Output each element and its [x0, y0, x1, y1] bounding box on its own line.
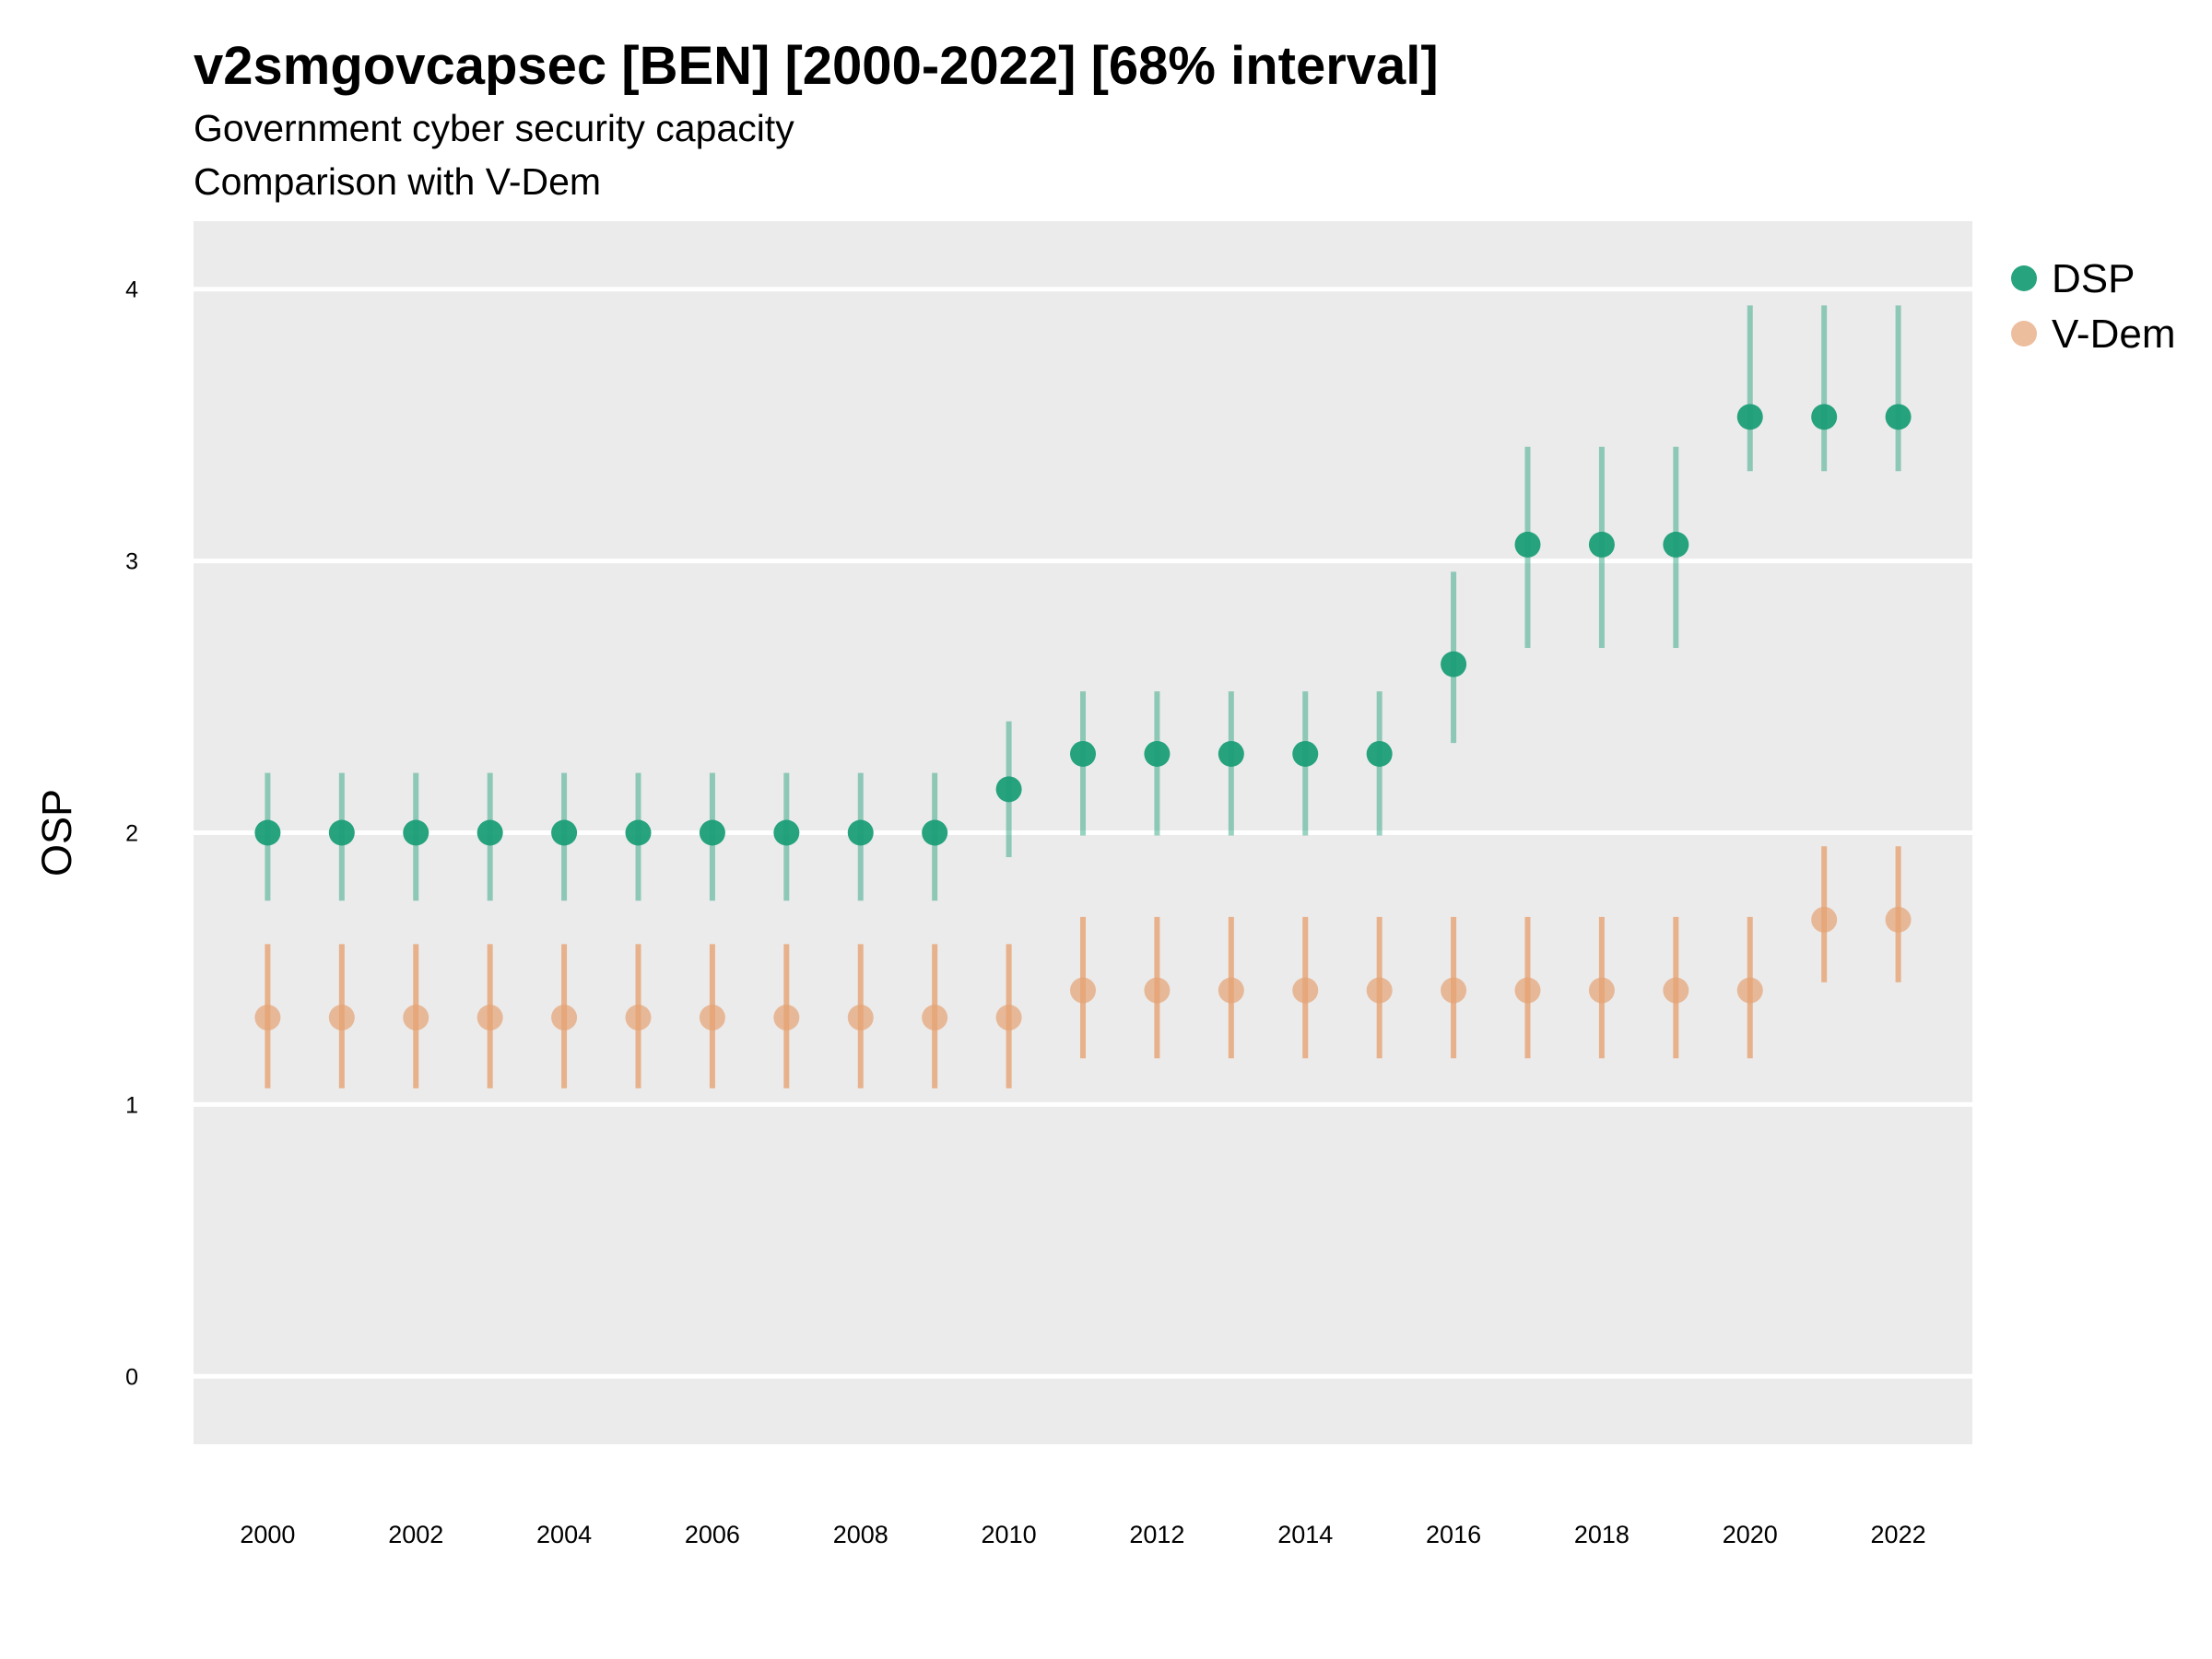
x-tick-label: 2020 — [1723, 1521, 1778, 1548]
y-tick-label: 0 — [125, 1364, 138, 1390]
data-point — [328, 1005, 355, 1031]
data-point — [1663, 977, 1689, 1004]
x-tick-label: 2022 — [1871, 1521, 1926, 1548]
data-point — [1366, 740, 1393, 767]
data-point — [1441, 977, 1467, 1004]
data-point — [773, 1005, 800, 1031]
x-tick-label: 2008 — [833, 1521, 888, 1548]
chart-caption: Comparison with V-Dem — [194, 160, 602, 203]
y-tick-label: 2 — [125, 821, 138, 847]
data-point — [1441, 651, 1467, 677]
data-point — [551, 1005, 578, 1031]
data-point — [254, 1005, 281, 1031]
data-point — [328, 819, 355, 846]
legend-key — [2011, 321, 2037, 347]
x-tick-label: 2002 — [388, 1521, 443, 1548]
data-point — [1292, 740, 1319, 767]
data-point — [699, 1005, 725, 1031]
data-point — [1514, 531, 1541, 558]
data-point — [699, 819, 725, 846]
data-point — [1588, 977, 1615, 1004]
data-point — [625, 819, 652, 846]
data-point — [1811, 404, 1838, 430]
legend-label: DSP — [2052, 256, 2135, 301]
y-tick-label: 4 — [125, 277, 138, 303]
data-point — [1366, 977, 1393, 1004]
data-point — [403, 1005, 429, 1031]
data-point — [1885, 906, 1912, 933]
x-tick-label: 2000 — [240, 1521, 295, 1548]
data-point — [1144, 740, 1171, 767]
data-point — [477, 1005, 503, 1031]
data-point — [1218, 977, 1244, 1004]
data-point — [1144, 977, 1171, 1004]
x-tick-label: 2014 — [1277, 1521, 1333, 1548]
legend-label: V-Dem — [2052, 312, 2175, 357]
x-tick-label: 2018 — [1574, 1521, 1630, 1548]
data-point — [1811, 906, 1838, 933]
x-tick-label: 2010 — [982, 1521, 1037, 1548]
x-tick-label: 2004 — [536, 1521, 592, 1548]
chart-title: v2smgovcapsec [BEN] [2000-2022] [68% int… — [194, 36, 1439, 96]
data-point — [922, 1005, 948, 1031]
y-tick-label: 1 — [125, 1092, 138, 1118]
data-point — [254, 819, 281, 846]
x-tick-label: 2012 — [1129, 1521, 1184, 1548]
data-point — [773, 819, 800, 846]
data-point — [1736, 977, 1763, 1004]
data-point — [1514, 977, 1541, 1004]
data-point — [922, 819, 948, 846]
data-point — [1218, 740, 1244, 767]
x-tick-label: 2006 — [685, 1521, 740, 1548]
y-tick-label: 3 — [125, 549, 138, 575]
data-point — [1070, 740, 1096, 767]
data-point — [1736, 404, 1763, 430]
data-point — [995, 1005, 1022, 1031]
data-point — [551, 819, 578, 846]
x-tick-label: 2016 — [1426, 1521, 1481, 1548]
data-point — [477, 819, 503, 846]
data-point — [403, 819, 429, 846]
legend-key — [2011, 265, 2037, 291]
data-point — [847, 1005, 874, 1031]
data-point — [1885, 404, 1912, 430]
chart-subtitle: Government cyber security capacity — [194, 107, 794, 149]
data-point — [847, 819, 874, 846]
data-point — [1292, 977, 1319, 1004]
data-point — [625, 1005, 652, 1031]
data-point — [1663, 531, 1689, 558]
data-point — [995, 776, 1022, 803]
y-axis-label: OSP — [33, 789, 80, 877]
data-point — [1070, 977, 1096, 1004]
data-point — [1588, 531, 1615, 558]
